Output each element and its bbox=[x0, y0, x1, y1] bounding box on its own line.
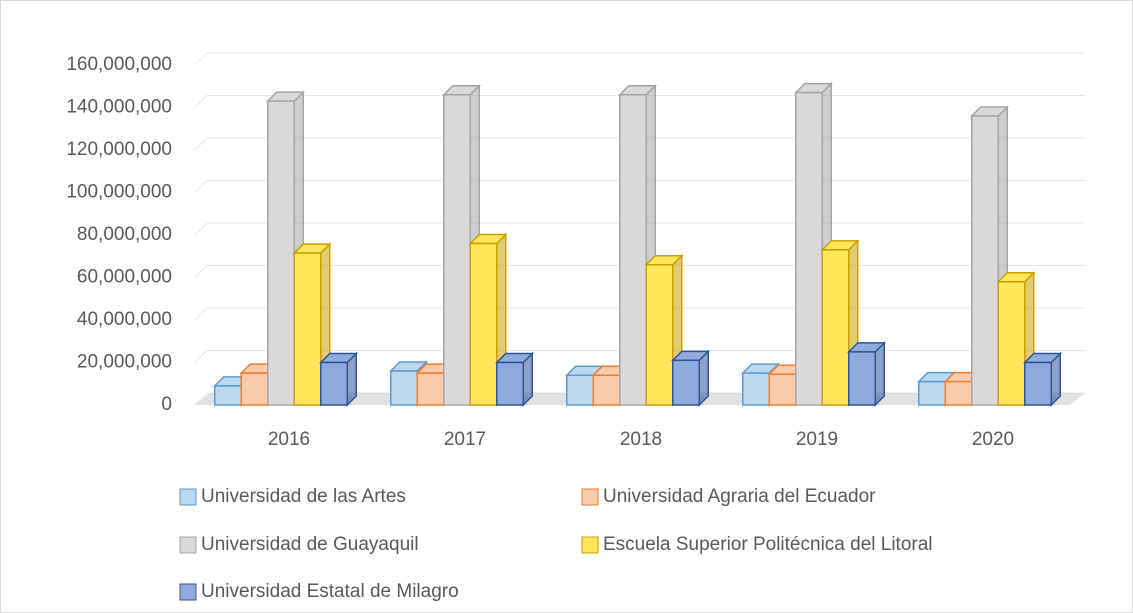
x-tick-label: 2020 bbox=[972, 429, 1014, 450]
bar-front bbox=[795, 91, 823, 406]
bar-front bbox=[469, 242, 498, 406]
bar-front bbox=[416, 372, 445, 406]
x-tick-label: 2018 bbox=[620, 429, 662, 450]
bar-front bbox=[645, 264, 674, 406]
legend-swatch bbox=[581, 536, 599, 554]
legend-swatch bbox=[179, 488, 197, 506]
bar-front bbox=[918, 380, 946, 406]
bar-front bbox=[971, 115, 999, 406]
bar bbox=[494, 351, 535, 407]
y-tick-label: 120,000,000 bbox=[66, 139, 172, 160]
legend-label: Universidad de Guayaquil bbox=[201, 534, 419, 555]
x-tick-label: 2017 bbox=[444, 429, 486, 450]
bar-front bbox=[1024, 361, 1052, 406]
bar-front bbox=[997, 281, 1026, 406]
bar-front bbox=[672, 359, 700, 406]
legend-label: Escuela Superior Politécnica del Litoral bbox=[603, 534, 933, 555]
legend-swatch bbox=[581, 488, 599, 506]
y-tick-label: 160,000,000 bbox=[66, 54, 172, 75]
y-tick-label: 80,000,000 bbox=[77, 224, 172, 245]
x-tick-label: 2016 bbox=[268, 429, 310, 450]
bar-front bbox=[496, 361, 524, 406]
bar bbox=[644, 253, 684, 407]
grid-line bbox=[194, 137, 1085, 151]
bar bbox=[292, 242, 332, 407]
y-tick-label: 0 bbox=[161, 394, 172, 415]
legend-swatch bbox=[179, 536, 197, 554]
y-tick-label: 100,000,000 bbox=[66, 182, 172, 203]
bar-front bbox=[944, 380, 973, 406]
legend-label: Universidad Agraria del Ecuador bbox=[603, 486, 876, 507]
bar-front bbox=[848, 351, 876, 406]
bar-front bbox=[592, 374, 621, 406]
bar-front bbox=[443, 94, 471, 406]
grid-line bbox=[194, 350, 1085, 363]
legend-swatch bbox=[179, 583, 197, 601]
bar-front bbox=[566, 374, 594, 406]
x-tick-label: 2019 bbox=[796, 429, 838, 450]
grid-line bbox=[194, 222, 1085, 236]
bar-front bbox=[320, 361, 348, 406]
legend-label: Universidad de las Artes bbox=[201, 486, 406, 507]
bar bbox=[617, 83, 658, 407]
y-tick-label: 60,000,000 bbox=[77, 267, 172, 288]
bar bbox=[318, 351, 359, 407]
bar-front bbox=[240, 372, 269, 406]
bar-front bbox=[768, 373, 797, 406]
grid-line bbox=[194, 95, 1085, 108]
y-tick-label: 20,000,000 bbox=[77, 352, 172, 373]
bar-front bbox=[293, 252, 322, 406]
bar bbox=[1022, 351, 1063, 407]
bar bbox=[846, 341, 887, 407]
bar-front bbox=[742, 372, 770, 406]
grid-line bbox=[194, 307, 1085, 321]
bar-front bbox=[619, 94, 647, 406]
bar-front bbox=[390, 370, 418, 406]
bar-front bbox=[821, 249, 850, 406]
grid-line bbox=[194, 265, 1085, 278]
bar-front bbox=[214, 385, 242, 406]
bar-side bbox=[874, 341, 885, 407]
grid bbox=[194, 52, 1085, 406]
legend-label: Universidad Estatal de Milagro bbox=[201, 581, 459, 602]
bar-front bbox=[267, 100, 295, 406]
bar bbox=[996, 270, 1036, 407]
bar bbox=[820, 239, 860, 407]
y-tick-label: 140,000,000 bbox=[66, 97, 172, 118]
bar bbox=[670, 349, 711, 407]
bar bbox=[969, 105, 1010, 407]
y-tick-label: 40,000,000 bbox=[77, 309, 172, 330]
grid-line bbox=[194, 180, 1085, 193]
grid-line bbox=[194, 52, 1085, 66]
